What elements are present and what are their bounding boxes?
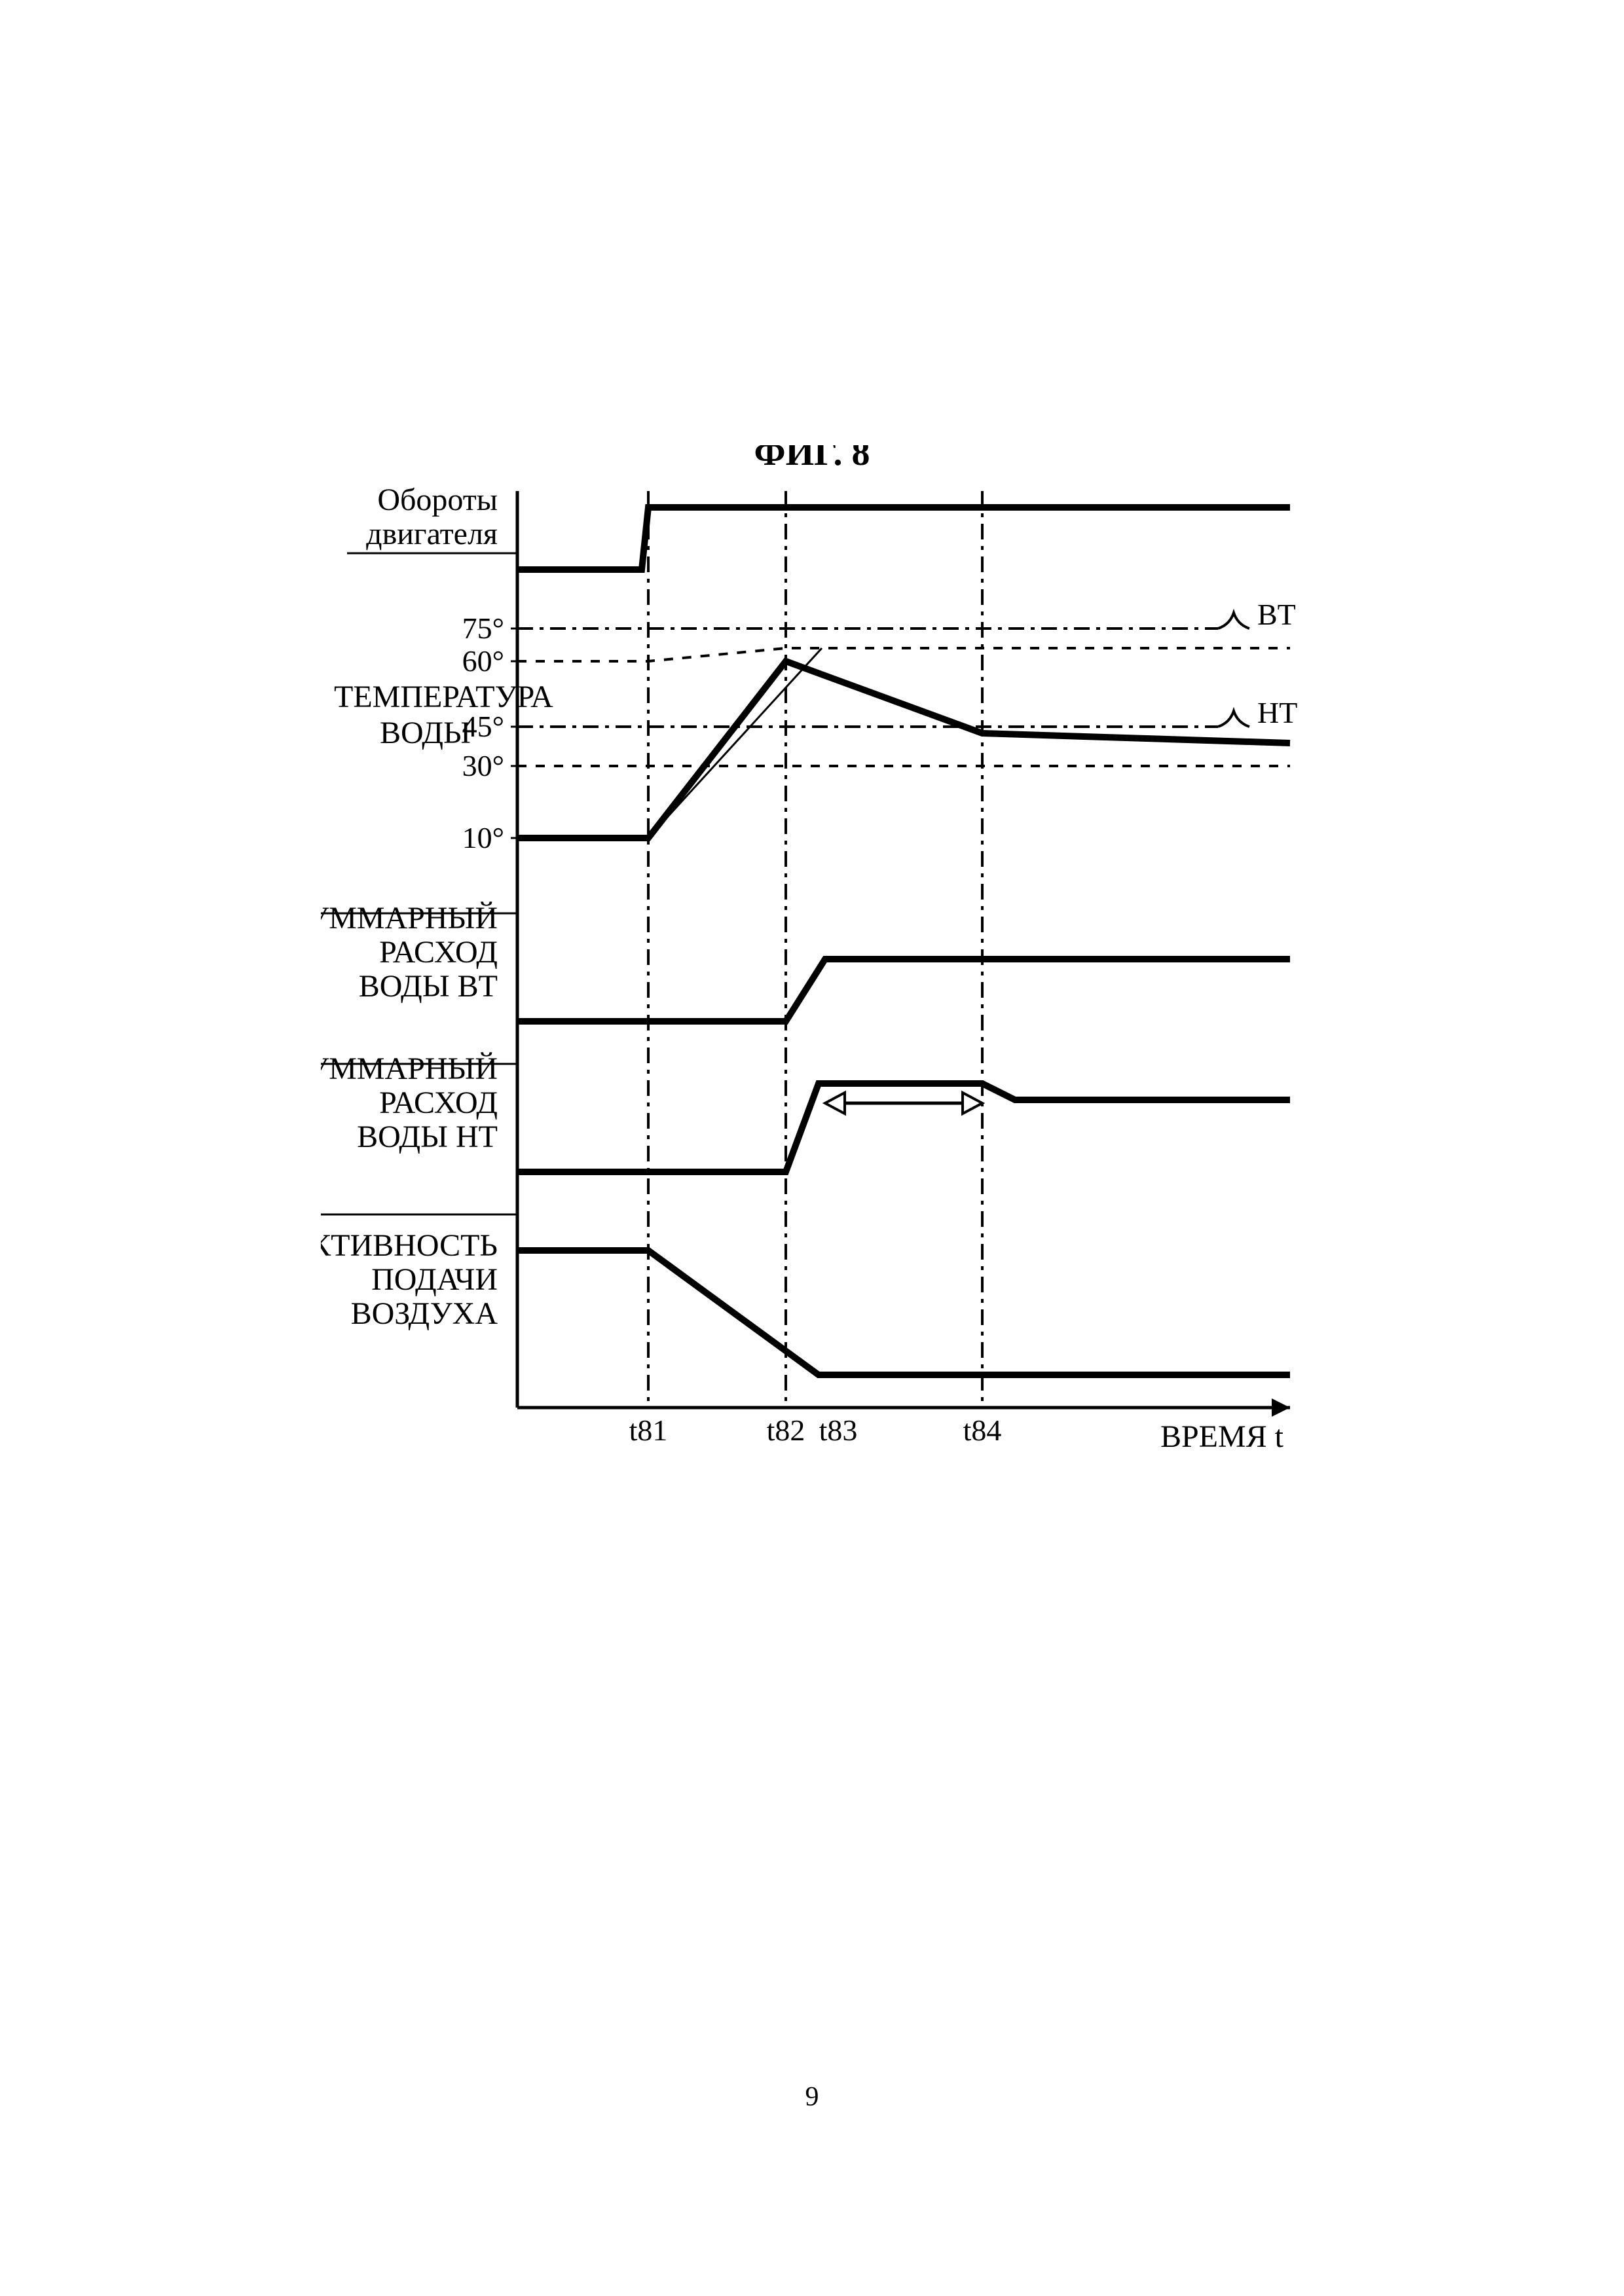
label-air-line-0: ЭФФЕКТИВНОСТЬ: [321, 1228, 498, 1263]
temp-tick-75: 75°: [462, 611, 504, 645]
temp-tick-30: 30°: [462, 749, 504, 782]
figure-title: ФИГ. 8: [754, 445, 870, 473]
x-axis-label: ВРЕМЯ t: [1160, 1419, 1284, 1454]
bt-pointer-hook: [1218, 613, 1249, 629]
series-ht-flow: [517, 1084, 1290, 1172]
label-bt-line-2: ВОДЫ BT: [359, 969, 498, 1004]
temp-tick-60: 60°: [462, 644, 504, 678]
series-air: [517, 1250, 1290, 1375]
xtick-t83: t83: [819, 1413, 858, 1447]
series-bt-flow: [517, 959, 1290, 1021]
ht-pointer-label: HT: [1257, 696, 1297, 729]
label-ht-line-2: ВОДЫ HT: [357, 1120, 498, 1154]
bt-pointer-label: BT: [1257, 598, 1296, 631]
label-bt-line-1: РАСХОД: [379, 935, 498, 970]
figure-8: ФИГ. 8 ВРЕМЯ t Оборотыдвигателя ТЕМПЕРАТУРА…: [321, 445, 1303, 1755]
label-rpm-line-0: Обороты: [377, 483, 498, 517]
label-air-line-1: ПОДАЧИ: [371, 1262, 498, 1297]
page-number: 9: [0, 2081, 1624, 2113]
xtick-t82: t82: [767, 1413, 805, 1447]
label-ht-line-1: РАСХОД: [379, 1085, 498, 1120]
double-arrow-left: [825, 1093, 845, 1114]
label-temp-0: ТЕМПЕРАТУРА: [334, 680, 553, 714]
temp-tick-45: 45°: [462, 710, 504, 743]
label-temp-1: ВОДЫ: [380, 716, 471, 750]
temp-tick-10: 10°: [462, 821, 504, 854]
label-air-line-2: ВОЗДУХА: [351, 1296, 498, 1331]
series-rpm: [517, 507, 1290, 570]
series-temp-bt: [517, 648, 1290, 661]
label-ht-line-0: СУММАРНЫЙ: [321, 1051, 498, 1086]
label-bt-line-0: СУММАРНЫЙ: [321, 901, 498, 936]
xtick-t81: t81: [629, 1413, 668, 1447]
series-temp-main: [517, 661, 1290, 838]
double-arrow-right: [963, 1093, 982, 1114]
page: ФИГ. 8 ВРЕМЯ t Оборотыдвигателя ТЕМПЕРАТУРА…: [0, 0, 1624, 2296]
x-axis-arrow: [1272, 1398, 1290, 1417]
label-rpm-line-1: двигателя: [366, 517, 498, 551]
figure-svg: ФИГ. 8 ВРЕМЯ t Оборотыдвигателя ТЕМПЕРАТУРА…: [321, 445, 1303, 1493]
xtick-t84: t84: [963, 1413, 1002, 1447]
ht-pointer-hook: [1218, 711, 1249, 727]
